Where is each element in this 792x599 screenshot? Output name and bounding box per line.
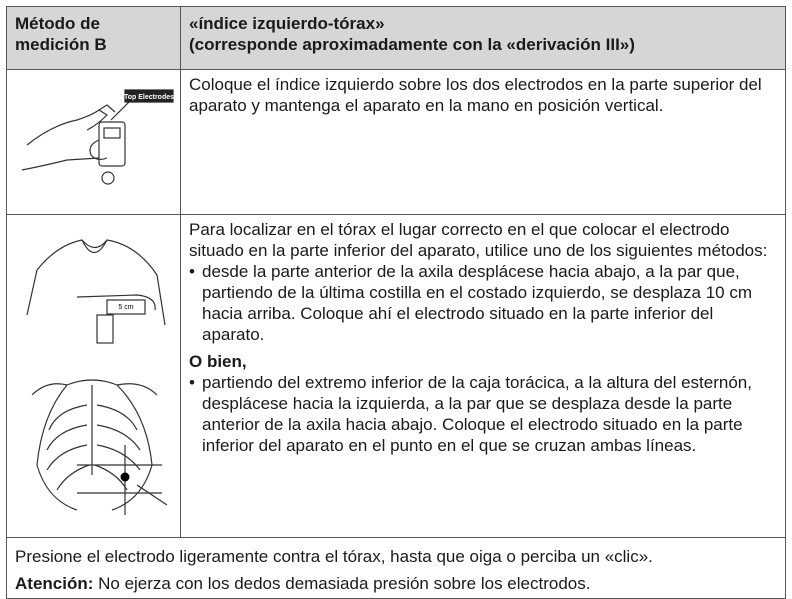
warning-label: Atención: — [15, 574, 94, 593]
step-row: 5 cm Para localizar en el tórax el lugar… — [6, 214, 786, 538]
warning-text: No ejerza con los dedos demasiada presió… — [98, 574, 591, 593]
step-text: Coloque el índice izquierdo sobre los do… — [180, 69, 786, 215]
alternative-label: O bien, — [189, 352, 247, 371]
torso-illustration: 5 cm — [26, 239, 168, 515]
footer-row: Presione el electrodo ligeramente contra… — [6, 537, 786, 599]
step-row: Top Electrodes Coloque el índice izquier… — [6, 69, 786, 215]
paragraph: Coloque el índice izquierdo sobre los do… — [189, 75, 762, 115]
header-title: «índice izquierdo-tórax» (corresponde apr… — [180, 6, 786, 70]
header-row: Método de medición B «índice izquierdo-t… — [6, 6, 786, 70]
hand-device-illustration: Top Electrodes — [21, 89, 174, 185]
image-label: Top Electrodes — [124, 94, 174, 101]
image-label: 5 cm — [118, 304, 133, 311]
method-label: Método de medición B — [15, 14, 107, 54]
paragraph: Para localizar en el tórax el lugar corr… — [189, 220, 768, 260]
bullet: partiendo del extremo inferior de la caj… — [202, 372, 777, 456]
bullet-list: partiendo del extremo inferior de la caj… — [189, 372, 777, 456]
page: {"header": {"method": "Método de medició… — [0, 0, 792, 586]
title-line: «índice izquierdo-tórax» — [189, 14, 385, 33]
bullet-list: desde la parte anterior de la axila desp… — [189, 261, 777, 345]
instruction-table: Método de medición B «índice izquierdo-t… — [6, 6, 786, 599]
step-text: Para localizar en el tórax el lugar corr… — [180, 214, 786, 538]
body: Método de medición B «índice izquierdo-t… — [0, 0, 792, 586]
footer-cell: Presione el electrodo ligeramente contra… — [6, 537, 786, 599]
bullet: desde la parte anterior de la axila desp… — [202, 261, 777, 345]
footer-text: Presione el electrodo ligeramente contra… — [15, 547, 653, 566]
warning: Atención: No ejerza con los dedos demasi… — [15, 573, 777, 594]
image-cell: 5 cm — [6, 214, 181, 538]
title-line: (corresponde aproximadamente con la «der… — [189, 35, 635, 54]
header-method: Método de medición B — [6, 6, 181, 70]
image-cell: Top Electrodes — [6, 69, 181, 215]
